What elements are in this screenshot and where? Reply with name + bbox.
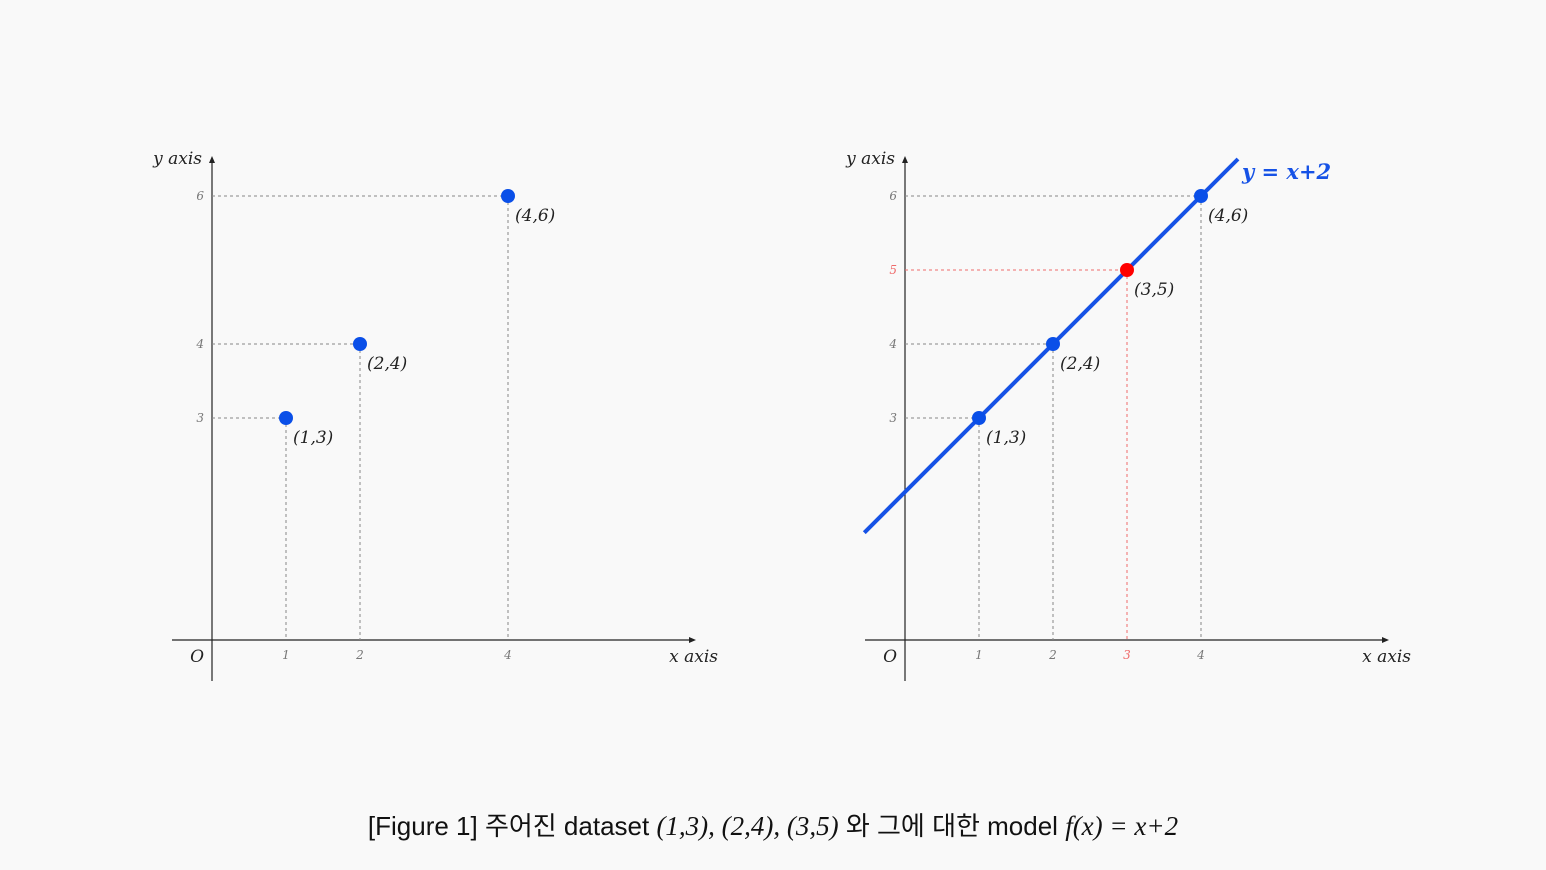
x-tick-label: 3 — [1123, 648, 1131, 662]
data-point-label: (4,6) — [1208, 206, 1248, 226]
x-axis-label: x axis — [669, 647, 718, 667]
data-point — [501, 189, 515, 203]
caption-model-math: f(x) = x+2 — [1065, 811, 1179, 841]
right-scatter-plot-with-model: x axis y axis O 1 2 3 4 3 4 5 6 y = x+2 (1,3) (2,4) (3… — [845, 149, 1411, 681]
x-tick-label: 2 — [355, 648, 364, 662]
x-tick-label: 1 — [282, 648, 290, 662]
y-tick-label: 4 — [888, 337, 897, 351]
y-axis-arrow — [209, 156, 215, 163]
y-axis-label: y axis — [845, 149, 895, 169]
x-axis-arrow — [689, 637, 696, 643]
data-point — [279, 411, 293, 425]
figure-caption: [Figure 1] 주어진 dataset (1,3), (2,4), (3,… — [0, 806, 1546, 843]
y-tick-label: 6 — [889, 189, 897, 203]
origin-label: O — [190, 647, 204, 667]
data-point-label: (1,3) — [986, 428, 1026, 448]
caption-middle: 와 그에 대한 model — [838, 811, 1066, 841]
model-line-label: y = x+2 — [1241, 159, 1331, 184]
x-tick-label: 2 — [1048, 648, 1057, 662]
x-tick-label: 4 — [503, 648, 512, 662]
data-point-label: (3,5) — [1134, 280, 1174, 300]
y-tick-label: 5 — [889, 263, 897, 277]
y-tick-label: 6 — [196, 189, 204, 203]
x-axis-label: x axis — [1362, 647, 1411, 667]
caption-points-math: (1,3), (2,4), (3,5) — [656, 811, 839, 841]
y-tick-label: 4 — [195, 337, 204, 351]
x-tick-label: 1 — [975, 648, 983, 662]
y-axis-label: y axis — [152, 149, 202, 169]
data-point-label: (2,4) — [367, 354, 407, 374]
data-point — [1194, 189, 1208, 203]
data-point — [1046, 337, 1060, 351]
left-scatter-plot: x axis y axis O 1 2 4 3 4 6 (1,3) (2,4) (4,6) — [152, 149, 718, 681]
data-point-label: (2,4) — [1060, 354, 1100, 374]
data-point-label: (1,3) — [293, 428, 333, 448]
origin-label: O — [883, 647, 897, 667]
data-point — [353, 337, 367, 351]
data-point — [1120, 263, 1134, 277]
y-tick-label: 3 — [889, 411, 897, 425]
caption-prefix: [Figure 1] 주어진 dataset — [367, 811, 657, 841]
x-tick-label: 4 — [1196, 648, 1205, 662]
y-tick-label: 3 — [196, 411, 204, 425]
y-axis-arrow — [902, 156, 908, 163]
data-point — [972, 411, 986, 425]
data-point-label: (4,6) — [515, 206, 555, 226]
x-axis-arrow — [1382, 637, 1389, 643]
